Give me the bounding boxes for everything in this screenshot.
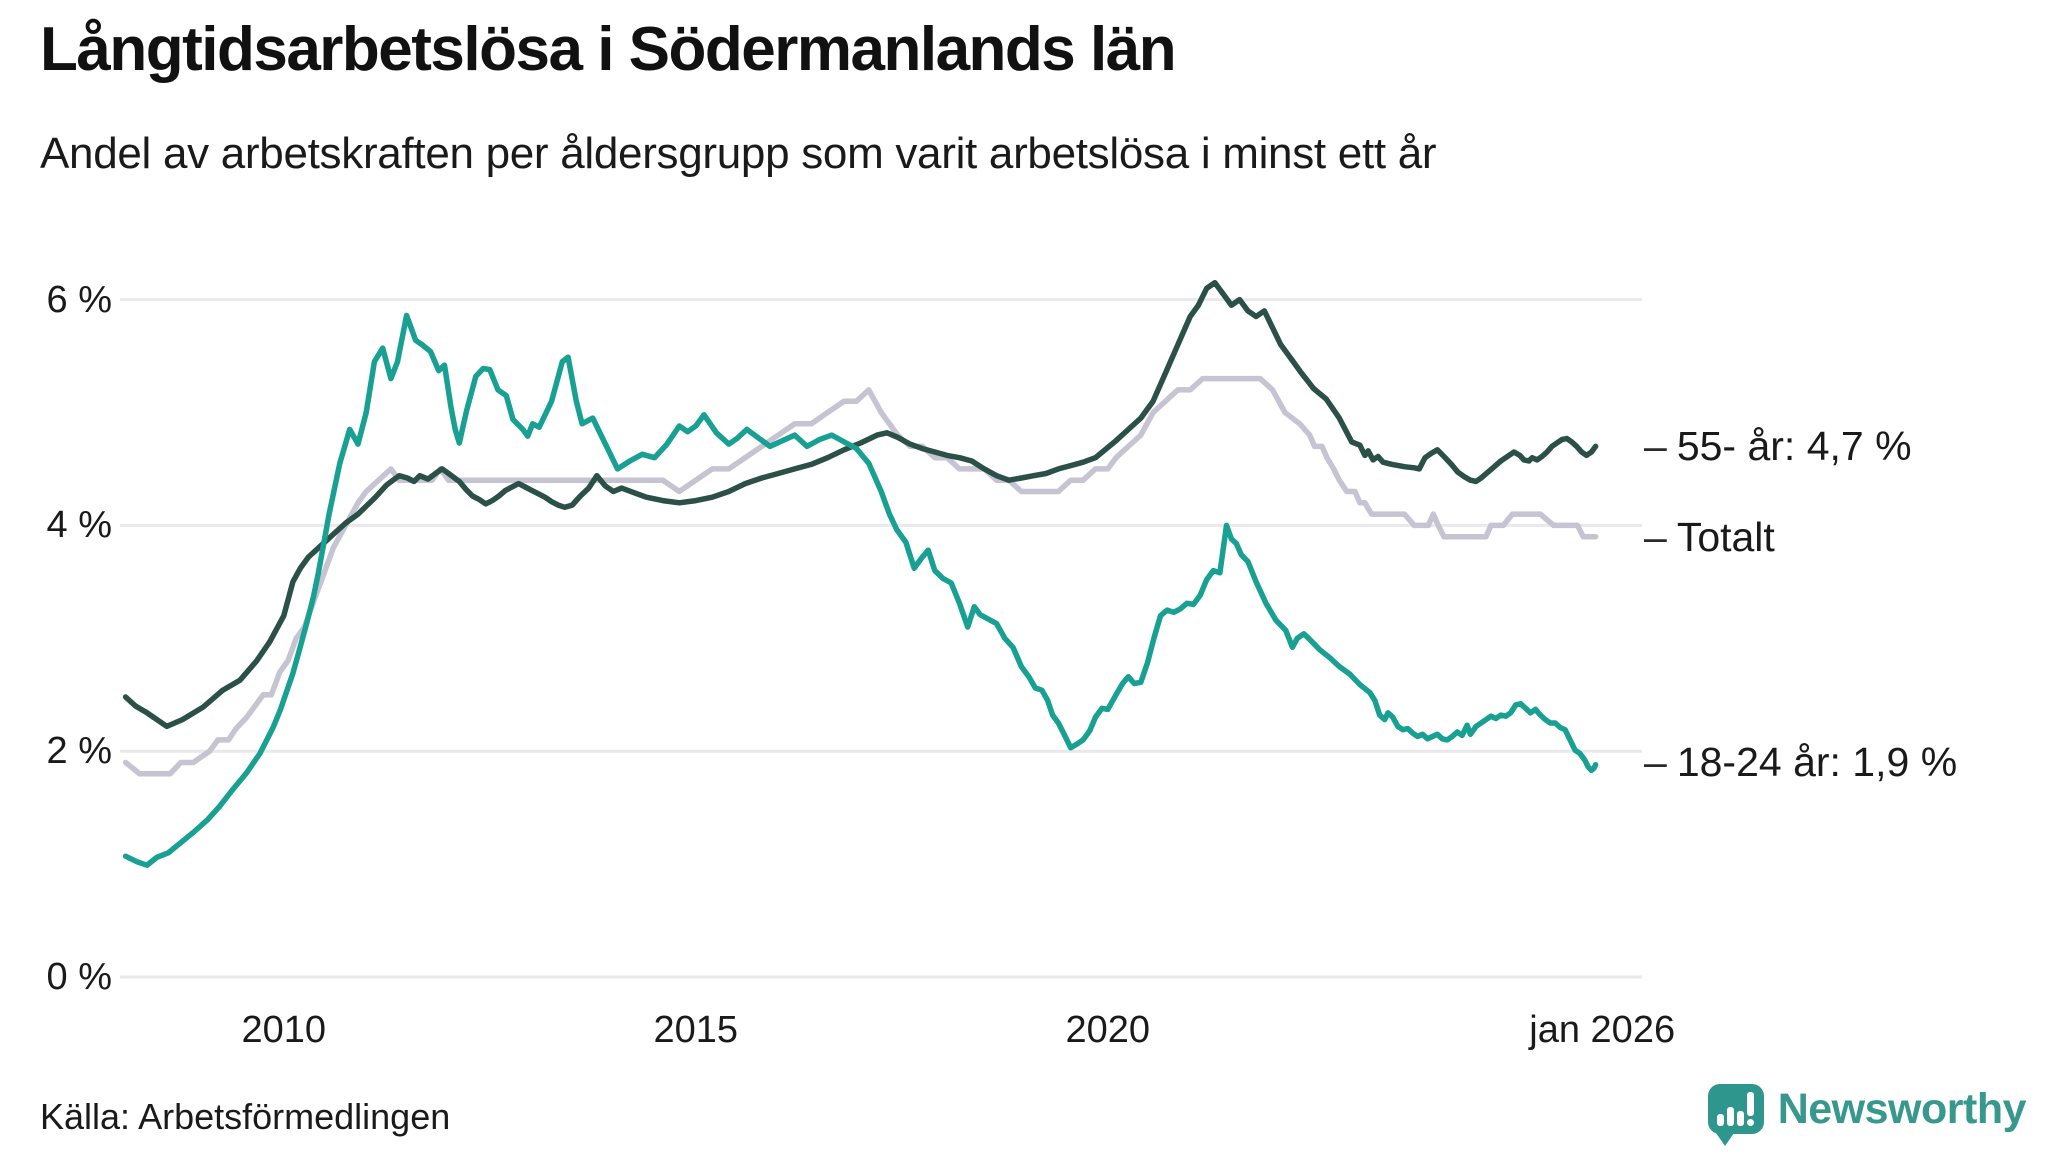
y-axis-tick-label: 4 % [46, 504, 112, 547]
chart-title: Långtidsarbetslösa i Södermanlands län [40, 15, 1177, 84]
newsworthy-chart-bubble-icon [1707, 1084, 1764, 1146]
newsworthy-logo: Newsworthy [1707, 1084, 2027, 1146]
chart-subtitle: Andel av arbetskraften per åldersgrupp s… [40, 129, 1437, 179]
x-axis-tick-label: 2015 [653, 1009, 739, 1051]
series-line-18-24-r [122, 312, 1599, 868]
y-axis-tick-label: 6 % [46, 278, 112, 321]
x-axis-tick-label: jan 2026 [1529, 1009, 1676, 1051]
series-line-55-r [122, 279, 1599, 730]
series-end-label-text: Totalt [1676, 513, 1775, 560]
end-label-tick: – [1644, 423, 1667, 470]
series-end-label-totalt: – Totalt [1644, 511, 1775, 563]
x-axis-tick-label: 2010 [241, 1009, 327, 1051]
source-note: Källa: Arbetsförmedlingen [40, 1096, 451, 1137]
series-end-label-18-24-r: –18-24 år: 1,9 % [1644, 736, 1957, 788]
bar-chart-glyph-icon [1716, 1092, 1754, 1126]
x-axis-tick-label: 2020 [1065, 1009, 1151, 1051]
end-label-tick: – [1644, 739, 1667, 786]
series-end-label-text: 55- år: 4,7 % [1676, 423, 1912, 470]
y-axis-tick-label: 0 % [46, 956, 112, 998]
newsworthy-wordmark: Newsworthy [1777, 1084, 2027, 1133]
series-end-label-55-r: –55- år: 4,7 % [1644, 420, 1912, 472]
series-end-label-text: 18-24 år: 1,9 % [1676, 739, 1958, 786]
series-line-totalt [122, 375, 1599, 777]
exclamation-glyph-icon [1746, 1092, 1754, 1126]
end-label-tick: – [1644, 513, 1667, 560]
chart-header: Långtidsarbetslösa i Södermanlands län A… [40, 14, 2020, 179]
y-axis-tick-label: 2 % [46, 730, 112, 773]
